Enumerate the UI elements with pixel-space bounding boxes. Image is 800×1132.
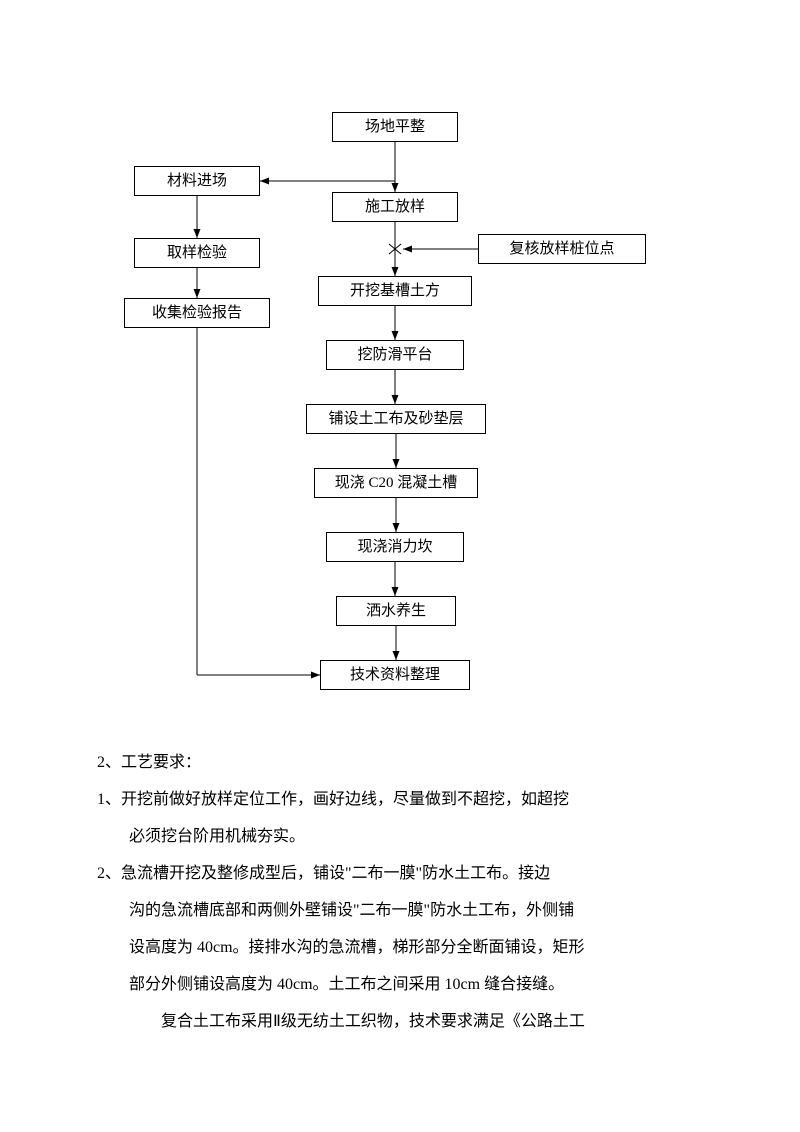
flow-node-report: 收集检验报告: [124, 298, 270, 328]
flow-node-energy: 现浇消力坎: [326, 532, 464, 562]
flow-node-tech: 技术资料整理: [320, 660, 470, 690]
flow-node-cure: 洒水养生: [336, 596, 456, 626]
text-p3-l1: 复合土工布采用Ⅱ级无纺土工织物，技术要求满足《公路土工: [97, 1003, 585, 1040]
flow-node-layout: 施工放样: [332, 192, 458, 222]
text-p2-l1: 2、急流槽开挖及整修成型后，铺设"二布一膜"防水土工布。接边: [97, 855, 585, 892]
page: 场地平整施工放样复核放样桩位点开挖基槽土方挖防滑平台铺设土工布及砂垫层现浇 C2…: [0, 0, 800, 1132]
text-p2-l2: 沟的急流槽底部和两侧外壁铺设"二布一膜"防水土工布，外侧铺: [97, 892, 585, 929]
flow-node-matin: 材料进场: [134, 166, 260, 196]
text-p1-l2: 必须挖台阶用机械夯实。: [97, 818, 585, 855]
body-text: 2、工艺要求：1、开挖前做好放样定位工作，画好边线，尽量做到不超挖，如超挖必须挖…: [97, 744, 585, 1040]
text-p2-l3: 设高度为 40cm。接排水沟的急流槽，梯形部分全断面铺设，矩形: [97, 929, 585, 966]
flow-node-c20: 现浇 C20 混凝土槽: [314, 468, 478, 498]
flow-node-excav: 开挖基槽土方: [318, 276, 472, 306]
text-heading: 2、工艺要求：: [97, 744, 585, 781]
flow-node-site: 场地平整: [332, 112, 458, 142]
flow-node-anti: 挖防滑平台: [326, 340, 464, 370]
flow-node-sample: 取样检验: [134, 238, 260, 268]
text-p2-l4: 部分外侧铺设高度为 40cm。土工布之间采用 10cm 缝合接缝。: [97, 966, 585, 1003]
flow-node-recheck: 复核放样桩位点: [478, 234, 646, 264]
flow-node-lay: 铺设土工布及砂垫层: [306, 404, 486, 434]
text-p1-l1: 1、开挖前做好放样定位工作，画好边线，尽量做到不超挖，如超挖: [97, 781, 585, 818]
